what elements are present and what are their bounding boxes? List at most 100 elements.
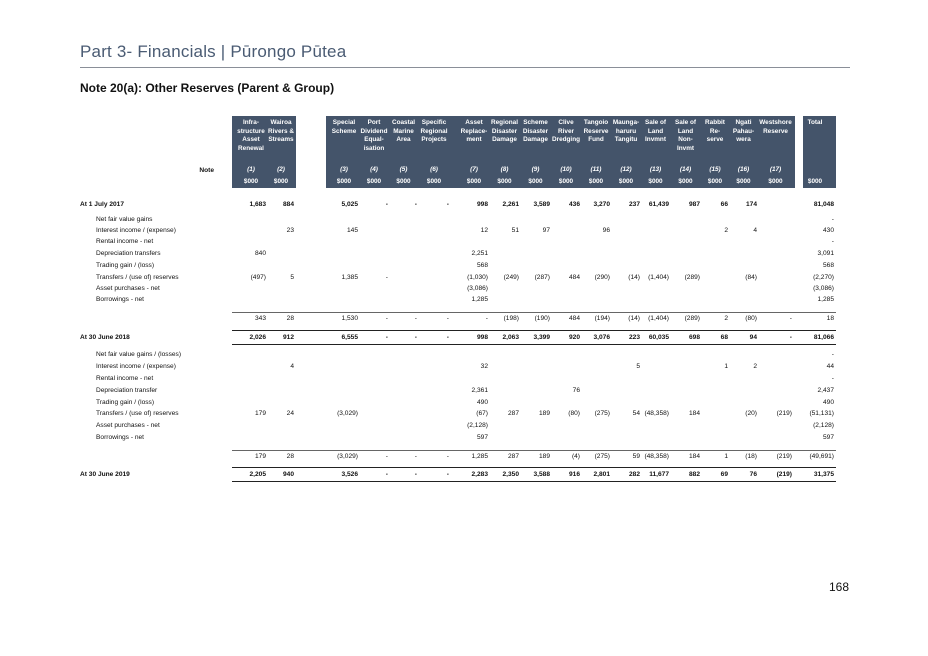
table-cell: (80) (745, 315, 757, 322)
column-header: Clive River Dredging (551, 119, 581, 143)
table-cell: (2,128) (467, 422, 488, 429)
table-cell: 3,076 (593, 334, 610, 341)
row-label: Borrowings - net (96, 296, 145, 303)
table-cell: 2 (724, 315, 728, 322)
table-cell: (48,358) (644, 453, 669, 460)
table-cell: 32 (480, 363, 488, 370)
table-cell: 1,683 (249, 201, 266, 208)
table-cell: 76 (749, 471, 757, 478)
table-cell: 568 (476, 262, 488, 269)
table-cell: 912 (282, 334, 294, 341)
column-header: Sale of Land Non- Invmt (675, 119, 696, 152)
table-cell: (51,131) (809, 410, 834, 417)
table-cell: (190) (534, 315, 550, 322)
table-cell: (275) (594, 410, 610, 417)
column-note-number: (3) (340, 166, 348, 173)
column-unit: $000 (528, 178, 543, 185)
table-cell: - (385, 201, 388, 208)
table-cell: - (789, 334, 792, 341)
table-cell: 490 (822, 399, 834, 406)
table-cell: 920 (568, 334, 580, 341)
table-cell: (3,029) (337, 453, 358, 460)
table-cell: (198) (503, 315, 519, 322)
table-cell: - (446, 334, 449, 341)
column-header: Infra- structure Asset Renewal (237, 119, 265, 152)
column-unit: $000 (273, 178, 289, 185)
column-unit: $000 (497, 178, 512, 185)
table-cell: 597 (822, 434, 834, 441)
column-unit: $000 (618, 178, 634, 185)
table-cell: 179 (254, 453, 266, 460)
table-cell: 1,285 (471, 453, 488, 460)
subtotal-rule (232, 312, 836, 313)
table-cell: 18 (826, 315, 834, 322)
table-cell: - (446, 471, 449, 478)
table-cell: - (385, 334, 388, 341)
row-label: Rental income - net (96, 375, 154, 382)
table-cell: 484 (568, 274, 580, 281)
table-cell: 2,437 (817, 387, 834, 394)
table-cell: - (789, 315, 792, 322)
table-cell: - (831, 238, 834, 245)
table-cell: 60,035 (648, 334, 669, 341)
table-cell: 484 (568, 315, 580, 322)
column-unit: $000 (466, 178, 482, 185)
table-cell: (290) (594, 274, 610, 281)
table-cell: - (385, 471, 388, 478)
row-label: Interest income / (expense) (96, 227, 176, 234)
column-unit: $000 (768, 178, 783, 185)
column-unit: $000 (588, 178, 604, 185)
table-cell: (48,358) (644, 410, 669, 417)
table-cell: 884 (282, 201, 294, 208)
table-cell: 2,026 (249, 334, 266, 341)
row-label: Interest income / (expense) (96, 363, 176, 370)
table-cell: - (831, 216, 834, 223)
table-cell: 1 (724, 453, 728, 460)
total-underline (232, 344, 836, 345)
table-cell: 287 (507, 410, 519, 417)
table-cell: (289) (684, 315, 700, 322)
title-rule (80, 67, 850, 68)
table-cell: 6,555 (341, 334, 358, 341)
table-cell: 54 (632, 410, 640, 417)
table-cell: 698 (688, 334, 700, 341)
table-cell: 145 (346, 227, 358, 234)
table-cell: 189 (538, 453, 550, 460)
table-cell: 568 (822, 262, 834, 269)
table-cell: - (485, 315, 488, 322)
table-cell: 2,251 (471, 250, 488, 257)
table-cell: 31,375 (813, 471, 834, 478)
table-cell: 2,361 (471, 387, 488, 394)
table-cell: (2,270) (813, 274, 834, 281)
table-cell: 2,261 (502, 201, 519, 208)
column-header: Scheme Disaster Damage (522, 119, 549, 143)
column-header: Port Dividend Equal- isation (360, 119, 388, 152)
table-cell: - (414, 315, 417, 322)
table-cell: (1,030) (467, 274, 488, 281)
column-header: Westshore Reserve (759, 119, 792, 135)
table-cell: - (446, 315, 449, 322)
table-cell: 3,091 (817, 250, 834, 257)
table-cell: 490 (476, 399, 488, 406)
table-cell: 4 (753, 227, 757, 234)
table-cell: 940 (282, 471, 294, 478)
column-note-number: (11) (590, 166, 602, 173)
table-cell: 430 (822, 227, 834, 234)
table-cell: 11,677 (649, 471, 669, 478)
table-cell: (497) (250, 274, 266, 281)
table-cell: 81,048 (813, 201, 834, 208)
table-cell: 81,066 (813, 334, 834, 341)
table-cell: 189 (538, 410, 550, 417)
column-note-number: (5) (399, 166, 408, 173)
table-cell: (275) (594, 453, 610, 460)
table-cell: 179 (254, 410, 266, 417)
page-title: Part 3- Financials | Pūrongo Pūtea (80, 42, 347, 61)
column-unit: $000 (396, 178, 411, 185)
table-cell: - (414, 453, 417, 460)
column-unit: $000 (736, 178, 751, 185)
table-cell: 1,385 (341, 274, 358, 281)
table-cell: (219) (776, 471, 792, 478)
row-label: Transfers / (use of) reserves (96, 274, 179, 281)
column-unit: $000 (707, 178, 723, 185)
table-cell: 2 (724, 227, 728, 234)
